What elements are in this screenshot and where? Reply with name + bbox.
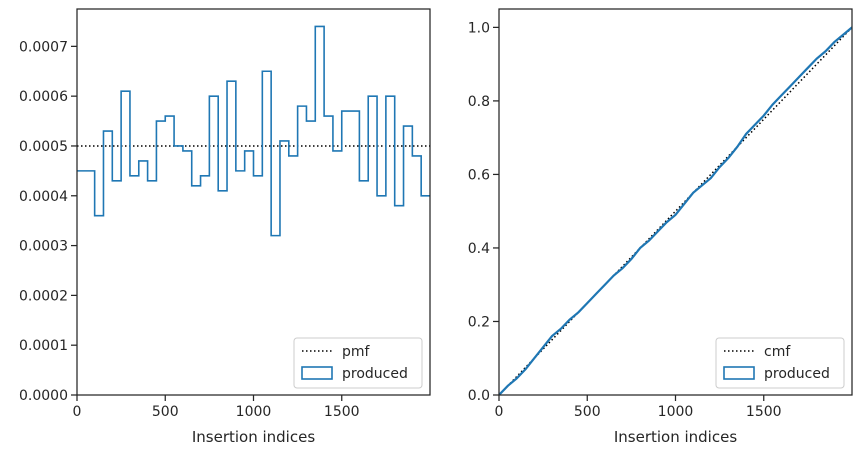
y-tick-label: 1.0 xyxy=(468,20,490,36)
cumulative-panel: 0 500 1000 1500 0.0 0.2 0.4 0.6 0.8 1.0 Insertion … xyxy=(468,8,853,446)
y-tick-label: 0.0001 xyxy=(19,338,68,354)
x-tick-label: 500 xyxy=(574,404,601,420)
x-tick-label: 1500 xyxy=(746,404,782,420)
y-tick-label: 0.0 xyxy=(468,388,490,404)
y-tick-label: 0.0003 xyxy=(19,239,68,255)
series-cmf-line xyxy=(499,26,852,395)
legend: cmf produced xyxy=(715,337,845,389)
x-tick-label: 1500 xyxy=(324,404,360,420)
legend-label-produced: produced xyxy=(342,366,408,382)
y-tick-label: 0.0000 xyxy=(19,388,68,404)
y-tick-label: 0.6 xyxy=(468,167,490,183)
series-produced-line xyxy=(77,25,430,237)
y-tick-label: 0.0007 xyxy=(19,39,68,55)
x-tick-label: 1000 xyxy=(236,404,272,420)
y-tick-label: 0.0004 xyxy=(19,189,68,205)
x-tick-label: 0 xyxy=(495,404,504,420)
series-produced-line xyxy=(499,26,852,395)
x-axis-label: Insertion indices xyxy=(192,428,315,446)
histogram-panel: 0 500 1000 1500 0.0000 0.0001 0.0002 0.0003 0.00… xyxy=(19,8,431,446)
legend-marker-produced xyxy=(723,366,755,380)
y-tick-label: 0.4 xyxy=(468,241,490,257)
legend-label-produced: produced xyxy=(764,366,830,382)
y-tick-label: 0.0002 xyxy=(19,288,68,304)
y-tick-label: 0.8 xyxy=(468,94,490,110)
x-tick-label: 500 xyxy=(152,404,179,420)
x-axis-label: Insertion indices xyxy=(614,428,737,446)
y-tick-label: 0.0006 xyxy=(19,89,68,105)
y-tick-label: 0.0005 xyxy=(19,139,68,155)
legend-label-cmf: cmf xyxy=(764,344,791,360)
x-tick-label: 1000 xyxy=(658,404,694,420)
y-tick-label: 0.2 xyxy=(468,314,490,330)
legend-marker-produced xyxy=(301,366,333,380)
x-tick-label: 0 xyxy=(73,404,82,420)
legend-label-pmf: pmf xyxy=(342,344,371,360)
legend: pmf produced xyxy=(293,337,423,389)
